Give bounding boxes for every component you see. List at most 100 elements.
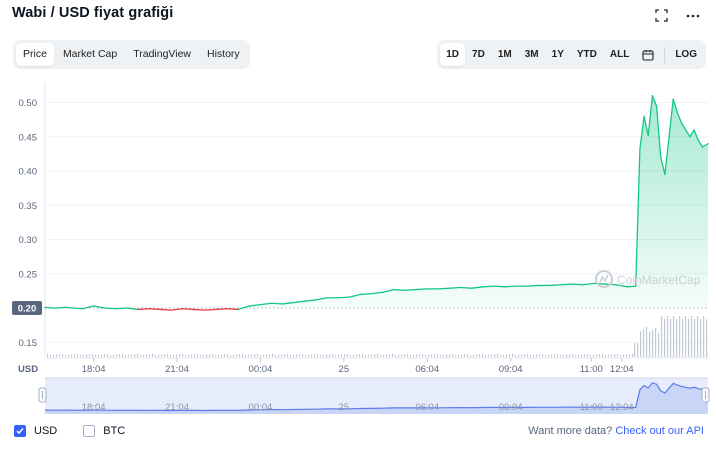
price-line-segment: [482, 285, 495, 288]
range-all[interactable]: ALL: [609, 49, 630, 60]
volume-bar: [386, 354, 388, 357]
tab-tradingview[interactable]: TradingView: [133, 48, 191, 60]
price-line-segment: [304, 299, 317, 302]
more-icon[interactable]: [686, 9, 700, 25]
volume-bar: [128, 354, 130, 357]
price-line-segment: [226, 308, 239, 311]
volume-bar: [467, 353, 469, 357]
y-tick-label: 0.30: [19, 235, 38, 246]
volume-bar: [500, 355, 502, 357]
volume-bar: [239, 353, 241, 357]
volume-bar: [89, 353, 91, 357]
calendar-icon[interactable]: [636, 43, 660, 66]
x-tick-label: 21:04: [165, 364, 189, 375]
price-line-segment: [639, 115, 645, 150]
x-tick-label: 18:04: [82, 364, 106, 375]
price-line-segment: [270, 302, 284, 305]
volume-bar: [682, 319, 684, 357]
navigator-tick-label: 06:04: [415, 402, 439, 413]
price-line-segment: [370, 291, 384, 295]
volume-bar: [688, 319, 690, 357]
api-link[interactable]: Check out our API: [615, 425, 704, 437]
price-line-segment: [137, 308, 150, 311]
y-tick-label: 0.15: [19, 338, 38, 349]
volume-bar: [611, 354, 613, 357]
volume-bar: [557, 353, 559, 357]
volume-bar: [694, 319, 696, 357]
volume-bar: [401, 354, 403, 357]
navigator-left-handle[interactable]: [38, 387, 47, 403]
volume-bar: [137, 353, 139, 357]
volume-bar: [482, 353, 484, 357]
price-line-segment: [248, 303, 262, 307]
volume-bar: [254, 353, 256, 357]
x-tick-label: 06:04: [415, 364, 439, 375]
volume-bar: [413, 354, 415, 357]
price-line-segment: [65, 306, 84, 310]
volume-bar: [632, 353, 634, 357]
volume-bar: [230, 355, 232, 357]
price-line-segment: [526, 284, 540, 287]
volume-bar: [458, 354, 460, 357]
price-line-segment: [148, 308, 162, 311]
volume-bar: [425, 355, 427, 357]
range-7d[interactable]: 7D: [472, 49, 485, 60]
volume-bar: [596, 354, 598, 357]
fullscreen-icon[interactable]: [655, 9, 668, 25]
volume-bar: [167, 353, 169, 357]
volume-bar: [661, 316, 663, 357]
price-area-fill: [45, 95, 708, 311]
volume-bar: [317, 353, 319, 357]
navigator-right-handle[interactable]: [701, 387, 710, 403]
volume-bar: [667, 316, 669, 357]
volume-bar: [614, 353, 616, 357]
price-line-segment: [655, 105, 662, 159]
volume-bar: [74, 353, 76, 357]
volume-bar: [440, 355, 442, 357]
volume-bar: [98, 354, 100, 357]
volume-bar: [679, 316, 681, 357]
volume-bar: [584, 353, 586, 357]
volume-bar: [299, 353, 301, 357]
range-1y[interactable]: 1Y: [551, 49, 564, 60]
price-line-segment: [126, 307, 139, 311]
tab-history[interactable]: History: [207, 48, 240, 60]
time-range-selector: 1D 7D 1M 3M 1Y YTD ALL LOG: [437, 40, 706, 69]
usd-toggle[interactable]: USD: [14, 425, 57, 437]
volume-bar: [206, 354, 208, 357]
volume-bar: [431, 354, 433, 357]
volume-bar: [176, 354, 178, 357]
range-1m[interactable]: 1M: [497, 49, 512, 60]
volume-bar: [155, 355, 157, 357]
price-line-segment: [215, 308, 228, 311]
volume-bar: [197, 353, 199, 357]
range-ytd[interactable]: YTD: [576, 49, 597, 60]
usd-checkbox[interactable]: [14, 425, 26, 437]
price-line-segment: [664, 136, 670, 176]
btc-checkbox[interactable]: [83, 425, 96, 437]
tab-market-cap[interactable]: Market Cap: [62, 48, 118, 60]
volume-bar: [56, 354, 58, 357]
btc-toggle[interactable]: BTC: [83, 425, 125, 437]
volume-bar: [685, 316, 687, 357]
range-1d[interactable]: 1D: [440, 43, 466, 66]
price-line-segment: [404, 288, 417, 291]
volume-bar: [47, 353, 49, 357]
volume-bar: [599, 353, 601, 357]
volume-bar: [548, 354, 550, 357]
log-toggle[interactable]: LOG: [675, 49, 697, 60]
volume-bar: [170, 355, 172, 357]
navigator-tick-label: 25: [339, 402, 350, 413]
volume-bar: [437, 353, 439, 357]
volume-bar: [122, 353, 124, 357]
volume-bar: [335, 355, 337, 357]
volume-bar: [305, 355, 307, 357]
range-3m[interactable]: 3M: [524, 49, 539, 60]
price-line-segment: [204, 308, 217, 311]
price-line-segment: [668, 98, 674, 138]
price-line-segment: [359, 293, 373, 296]
volume-bar: [434, 353, 436, 357]
tab-price[interactable]: Price: [16, 43, 54, 66]
volume-bar: [572, 353, 574, 357]
